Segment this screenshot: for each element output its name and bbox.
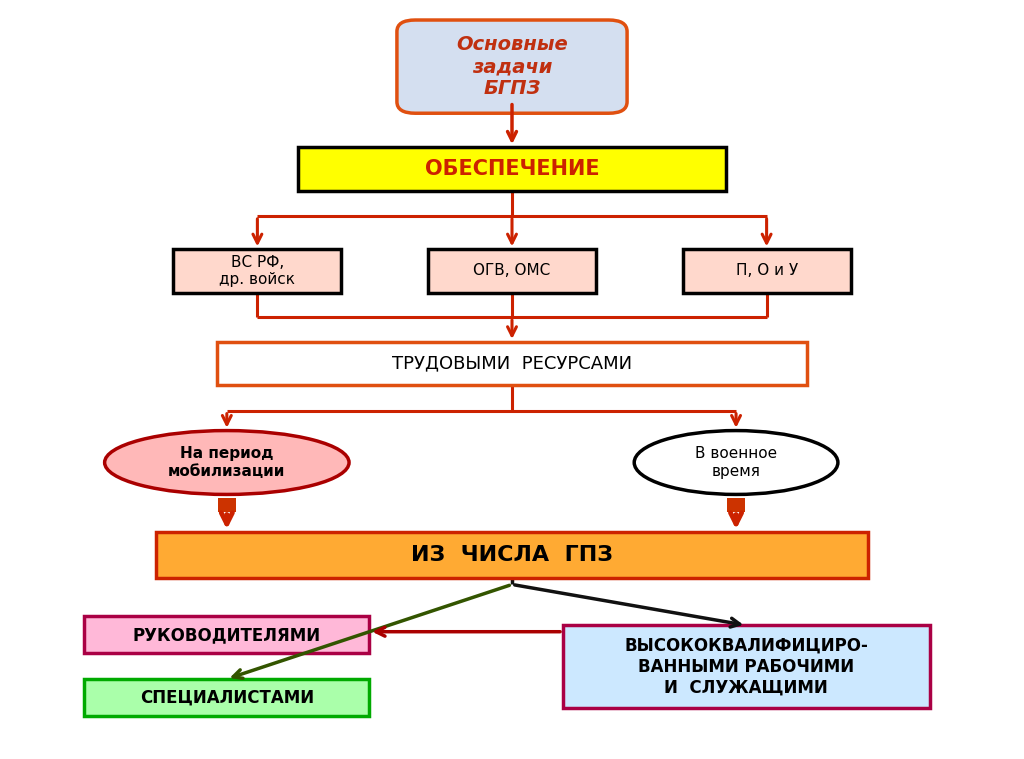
Text: СПЕЦИАЛИСТАМИ: СПЕЦИАЛИСТАМИ xyxy=(139,688,314,707)
FancyBboxPatch shape xyxy=(298,147,726,191)
Text: На период
мобилизации: На период мобилизации xyxy=(168,446,286,479)
Text: ТРУДОВЫМИ  РЕСУРСАМИ: ТРУДОВЫМИ РЕСУРСАМИ xyxy=(392,354,632,373)
Ellipse shape xyxy=(634,430,838,494)
FancyBboxPatch shape xyxy=(397,20,627,113)
Text: П, О и У: П, О и У xyxy=(735,263,798,279)
Text: Основные
задачи
БГПЗ: Основные задачи БГПЗ xyxy=(456,35,568,98)
Text: РУКОВОДИТЕЛЯМИ: РУКОВОДИТЕЛЯМИ xyxy=(133,626,321,644)
Text: В военное
время: В военное время xyxy=(695,446,777,479)
FancyBboxPatch shape xyxy=(217,342,807,386)
Text: ВЫСОКОКВАЛИФИЦИРО-
ВАННЫМИ РАБОЧИМИ
И  СЛУЖАЩИМИ: ВЫСОКОКВАЛИФИЦИРО- ВАННЫМИ РАБОЧИМИ И СЛ… xyxy=(625,637,868,697)
FancyBboxPatch shape xyxy=(84,679,370,716)
FancyBboxPatch shape xyxy=(428,249,596,293)
FancyBboxPatch shape xyxy=(84,616,370,653)
FancyBboxPatch shape xyxy=(683,249,851,293)
Text: ВС РФ,
др. войск: ВС РФ, др. войск xyxy=(219,255,295,287)
FancyBboxPatch shape xyxy=(218,498,236,512)
Text: ОБЕСПЕЧЕНИЕ: ОБЕСПЕЧЕНИЕ xyxy=(425,159,599,179)
FancyBboxPatch shape xyxy=(173,249,341,293)
Text: ОГВ, ОМС: ОГВ, ОМС xyxy=(473,263,551,279)
FancyBboxPatch shape xyxy=(563,625,930,708)
FancyBboxPatch shape xyxy=(727,498,745,512)
Text: ИЗ  ЧИСЛА  ГПЗ: ИЗ ЧИСЛА ГПЗ xyxy=(411,545,613,565)
Ellipse shape xyxy=(104,430,349,494)
FancyBboxPatch shape xyxy=(156,532,868,578)
